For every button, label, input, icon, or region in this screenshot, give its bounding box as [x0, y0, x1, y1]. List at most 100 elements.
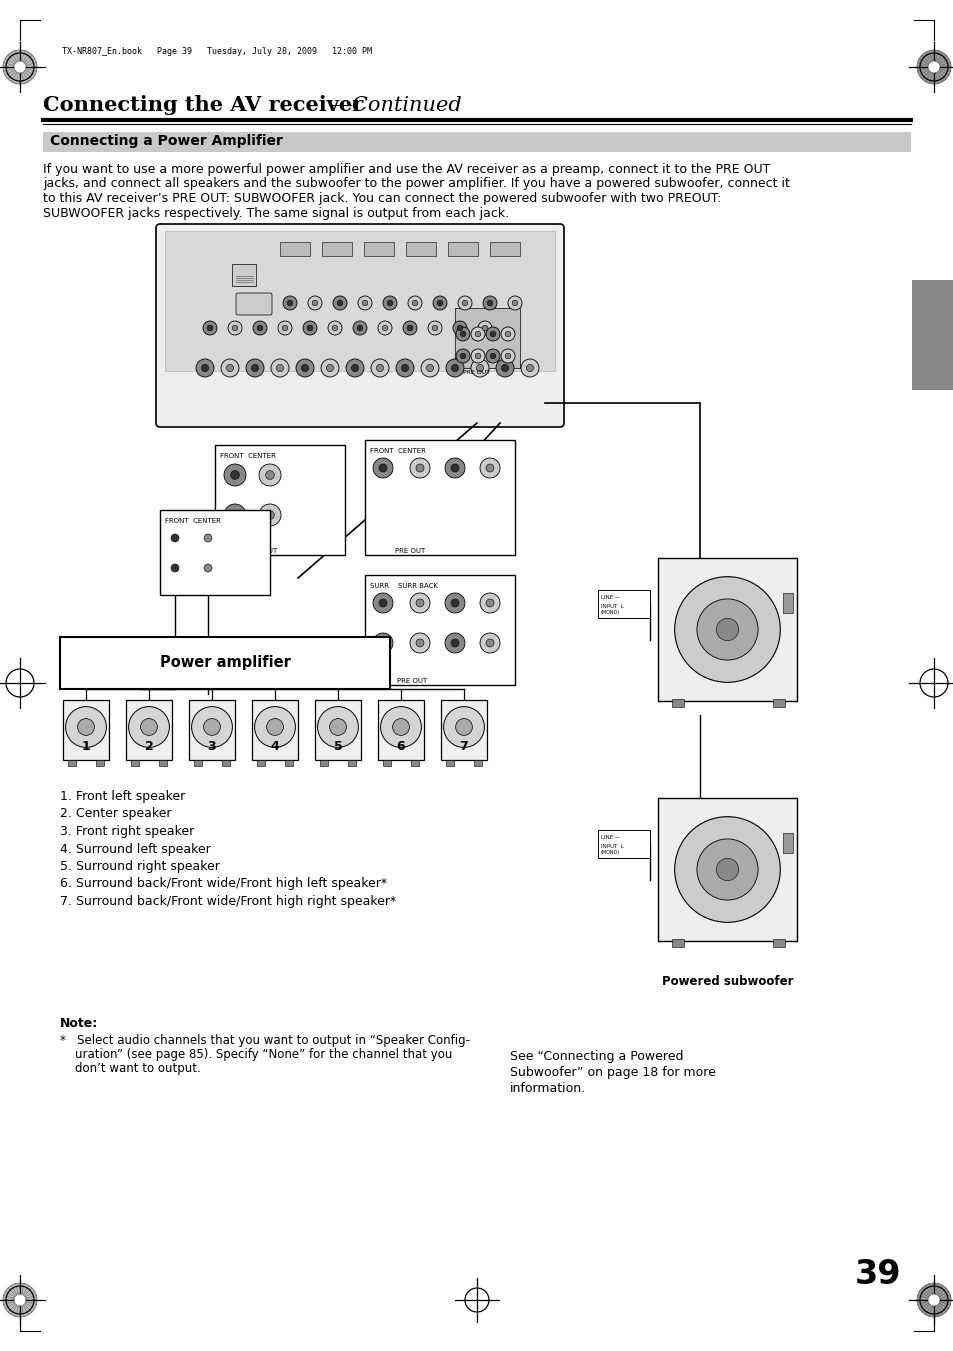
Circle shape — [490, 353, 496, 359]
Circle shape — [287, 300, 293, 305]
Circle shape — [265, 470, 274, 480]
FancyBboxPatch shape — [68, 761, 76, 766]
FancyBboxPatch shape — [406, 242, 436, 255]
Circle shape — [333, 296, 347, 309]
Text: Note:: Note: — [60, 1017, 98, 1029]
Circle shape — [378, 639, 387, 647]
Circle shape — [380, 707, 421, 747]
Text: Connecting the AV receiver: Connecting the AV receiver — [43, 95, 363, 115]
Circle shape — [410, 458, 430, 478]
FancyBboxPatch shape — [782, 593, 792, 613]
Circle shape — [282, 326, 288, 331]
Circle shape — [3, 50, 37, 84]
FancyBboxPatch shape — [222, 761, 230, 766]
Circle shape — [373, 634, 393, 653]
Circle shape — [198, 558, 218, 578]
Circle shape — [377, 322, 392, 335]
Circle shape — [382, 326, 387, 331]
Circle shape — [201, 365, 209, 372]
Text: 1. Front left speaker: 1. Front left speaker — [60, 790, 185, 802]
Text: If you want to use a more powerful power amplifier and use the AV receiver as a : If you want to use a more powerful power… — [43, 163, 770, 176]
FancyBboxPatch shape — [782, 832, 792, 852]
Circle shape — [507, 296, 521, 309]
Circle shape — [221, 359, 239, 377]
FancyBboxPatch shape — [411, 761, 418, 766]
Circle shape — [77, 719, 94, 735]
Circle shape — [456, 327, 470, 340]
FancyBboxPatch shape — [455, 308, 519, 367]
FancyBboxPatch shape — [285, 761, 293, 766]
Circle shape — [416, 598, 423, 607]
Circle shape — [456, 349, 470, 363]
Circle shape — [456, 326, 462, 331]
Text: 6: 6 — [396, 740, 405, 754]
Circle shape — [456, 719, 472, 735]
Text: PRE OUT: PRE OUT — [395, 549, 425, 554]
FancyBboxPatch shape — [322, 242, 352, 255]
FancyBboxPatch shape — [364, 242, 394, 255]
Circle shape — [487, 300, 493, 305]
FancyBboxPatch shape — [43, 132, 910, 153]
FancyBboxPatch shape — [446, 761, 454, 766]
Circle shape — [927, 1294, 939, 1306]
Circle shape — [351, 365, 358, 372]
Text: 3: 3 — [208, 740, 216, 754]
Text: SUBWOOFER jacks respectively. The same signal is output from each jack.: SUBWOOFER jacks respectively. The same s… — [43, 207, 509, 219]
Circle shape — [362, 300, 368, 305]
Circle shape — [317, 707, 358, 747]
Text: 3. Front right speaker: 3. Front right speaker — [60, 825, 194, 838]
Circle shape — [129, 707, 170, 747]
Circle shape — [416, 639, 423, 647]
Circle shape — [416, 463, 423, 471]
Circle shape — [373, 458, 393, 478]
Circle shape — [916, 1283, 950, 1317]
Text: Subwoofer” on page 18 for more: Subwoofer” on page 18 for more — [510, 1066, 715, 1079]
Text: INPUT  L: INPUT L — [600, 604, 623, 609]
Text: 2: 2 — [145, 740, 153, 754]
FancyBboxPatch shape — [131, 761, 139, 766]
Polygon shape — [252, 700, 297, 761]
FancyBboxPatch shape — [448, 242, 477, 255]
Circle shape — [479, 593, 499, 613]
Circle shape — [426, 365, 434, 372]
Circle shape — [485, 598, 494, 607]
Circle shape — [428, 322, 441, 335]
FancyBboxPatch shape — [598, 590, 649, 617]
Circle shape — [927, 61, 939, 73]
Circle shape — [453, 322, 467, 335]
Text: FRONT  CENTER: FRONT CENTER — [165, 517, 221, 524]
Circle shape — [475, 331, 480, 336]
Circle shape — [501, 365, 508, 372]
Polygon shape — [63, 700, 109, 761]
FancyBboxPatch shape — [160, 509, 270, 594]
Text: Connecting a Power Amplifier: Connecting a Power Amplifier — [50, 134, 283, 149]
Circle shape — [195, 359, 213, 377]
Circle shape — [395, 359, 414, 377]
Circle shape — [457, 296, 472, 309]
Circle shape — [408, 296, 421, 309]
Circle shape — [433, 296, 447, 309]
Circle shape — [320, 359, 338, 377]
FancyBboxPatch shape — [348, 761, 355, 766]
Circle shape — [203, 719, 220, 735]
Circle shape — [303, 322, 316, 335]
Circle shape — [482, 296, 497, 309]
Circle shape — [401, 365, 408, 372]
Circle shape — [697, 598, 758, 661]
Circle shape — [485, 327, 499, 340]
Text: jacks, and connect all speakers and the subwoofer to the power amplifier. If you: jacks, and connect all speakers and the … — [43, 177, 789, 190]
Circle shape — [336, 300, 342, 305]
Circle shape — [165, 528, 185, 549]
Circle shape — [471, 327, 484, 340]
Circle shape — [265, 511, 274, 519]
Circle shape — [461, 300, 467, 305]
Polygon shape — [314, 700, 360, 761]
Circle shape — [14, 61, 26, 73]
Text: PRE OUT: PRE OUT — [462, 370, 490, 376]
Text: (MONO): (MONO) — [600, 611, 619, 615]
Text: LINE —: LINE — — [600, 835, 619, 840]
Circle shape — [674, 817, 780, 923]
Circle shape — [444, 634, 464, 653]
FancyBboxPatch shape — [365, 440, 515, 555]
Circle shape — [451, 598, 458, 607]
